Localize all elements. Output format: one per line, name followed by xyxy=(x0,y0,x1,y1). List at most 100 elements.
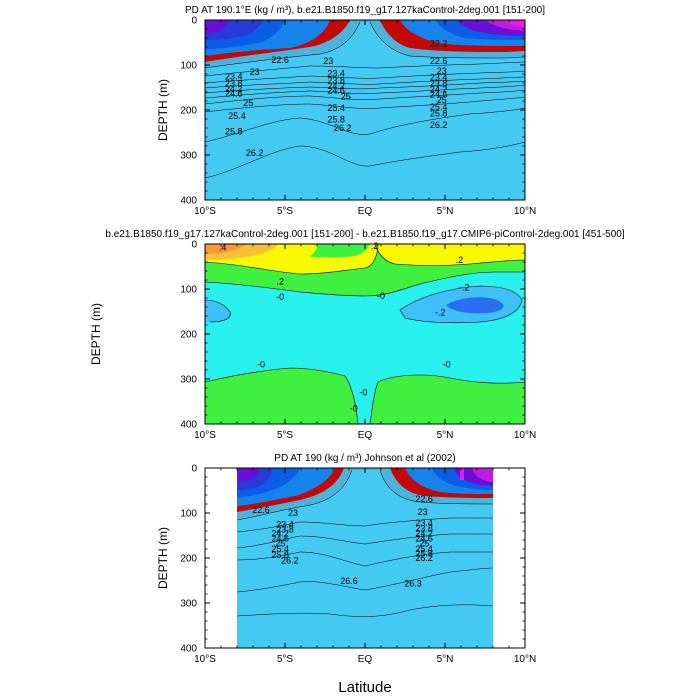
contour-27-0 xyxy=(237,604,493,617)
contour-23-8 xyxy=(237,517,493,533)
panel-2-contour-labels: .4.2-0.2.2-0-.2-.2-0-0-0-0 xyxy=(219,241,470,413)
x-tick-label: EQ xyxy=(358,654,373,665)
contour-label: 25.4 xyxy=(430,102,448,112)
y-tick-label: 0 xyxy=(191,240,197,251)
contour-25-0 xyxy=(237,533,493,549)
x-tick-label: 5°N xyxy=(437,430,454,441)
contour-label: 26.2 xyxy=(334,123,352,133)
y-tick-label: 200 xyxy=(180,106,197,117)
panel-1: PD AT 190.1°E (kg / m³), b.e21.B1850.f19… xyxy=(156,5,545,217)
x-tick-label: 10°N xyxy=(514,206,536,217)
contour-label: 25 xyxy=(419,539,429,549)
contour-label: 22.6 xyxy=(430,56,448,66)
contour-label: 22.6 xyxy=(271,55,289,65)
x-tick-label: 5°N xyxy=(437,654,454,665)
x-tick-label: 5°N xyxy=(437,206,454,217)
contour-26-6 xyxy=(237,567,493,593)
band-21-0-left xyxy=(237,468,259,482)
panel-1-title: PD AT 190.1°E (kg / m³), b.e21.B1850.f19… xyxy=(185,5,545,16)
contour-label: 24.6 xyxy=(415,534,433,544)
contour-label: 23 xyxy=(323,56,333,66)
panel-3-contour-labels: 22.6 2323.423.824.224.62525.425.826.226.6… xyxy=(252,494,433,589)
contour-26-2 xyxy=(237,551,493,567)
y-tick-label: 300 xyxy=(180,375,197,386)
contour-23-8 xyxy=(205,76,525,89)
contour-label: 24.2 xyxy=(225,84,243,94)
contour-label: 24.6 xyxy=(327,86,345,96)
contour-label: 26.2 xyxy=(246,148,264,158)
contour-label: -0 xyxy=(443,360,451,370)
panel-3-axes: 10°S 5°S EQ 5°N 10°N 0 100 200 300 400 xyxy=(180,464,536,666)
y-tick-label: 200 xyxy=(180,554,197,565)
panel-2-axes: 10°S 5°S EQ 5°N 10°N 0 100 200 300 400 xyxy=(180,240,536,442)
contour-label: -.2 xyxy=(435,307,446,317)
contour-label: 22.2 xyxy=(430,38,448,48)
band-20-6-left xyxy=(205,20,230,34)
contour-label: 25.4 xyxy=(228,111,246,121)
anom-pos4-tl xyxy=(205,244,246,254)
contour-label: 25.8 xyxy=(271,550,289,560)
band-22-6 xyxy=(237,468,493,648)
y-tick-label: 300 xyxy=(180,151,197,162)
y-tick-label: 100 xyxy=(180,285,197,296)
contour-23-0 xyxy=(205,61,525,77)
x-tick-label: 10°N xyxy=(514,430,536,441)
contour-label: 26.6 xyxy=(340,576,358,586)
contour-label: -0 xyxy=(377,291,385,301)
y-tick-label: 400 xyxy=(180,420,197,431)
contour-label: 24.6 xyxy=(271,534,289,544)
panel-3-contour-field xyxy=(237,468,493,648)
contour-label: 24.2 xyxy=(271,529,289,539)
x-tick-label: 10°S xyxy=(194,654,216,665)
x-tick-label: 10°N xyxy=(514,654,536,665)
contour-label: 23 xyxy=(250,67,260,77)
x-tick-label: 10°S xyxy=(194,430,216,441)
contour-label: 24.2 xyxy=(327,81,345,91)
panel-2-title: b.e21.B1850.f19_g17.127kaControl-2deg.00… xyxy=(105,229,624,240)
contour-label: 26.3 xyxy=(404,579,422,589)
contour-label: 25.8 xyxy=(225,127,243,137)
anom-neg3-right xyxy=(446,297,504,314)
panel-2: b.e21.B1850.f19_g17.127kaControl-2deg.00… xyxy=(89,229,625,441)
contour-label: 25.4 xyxy=(415,544,433,554)
panel-2-contour-field xyxy=(205,244,525,424)
anom-pos-deep-left xyxy=(205,368,358,424)
x-tick-label: EQ xyxy=(358,430,373,441)
contour-label: 23.8 xyxy=(276,525,294,535)
x-tick-label: 5°S xyxy=(277,654,294,665)
contour-label: 22.6 xyxy=(252,505,270,515)
contour-neg0-2-left xyxy=(205,299,231,323)
contour-label: 25.8 xyxy=(430,109,448,119)
y-tick-label: 300 xyxy=(180,599,197,610)
contour-label: 25.8 xyxy=(415,549,433,559)
panel-1-axes: 10°S 5°S EQ 5°N 10°N 0 100 200 300 400 xyxy=(180,16,536,218)
contour-25-4 xyxy=(205,96,525,113)
y-tick-label: 100 xyxy=(180,509,197,520)
contour-0-deep-right xyxy=(369,374,525,424)
band-20-2-spot xyxy=(460,468,464,480)
contour-label: 26.2 xyxy=(415,553,433,563)
contour-label: .2 xyxy=(276,276,284,286)
panel-1-ylabel: DEPTH (m) xyxy=(156,79,170,141)
contour-neg0-2-right xyxy=(399,285,523,324)
panel-2-ylabel: DEPTH (m) xyxy=(89,303,103,365)
contour-label: 26.2 xyxy=(281,556,299,566)
contour-23-4 xyxy=(205,70,525,84)
contour-label: 25 xyxy=(243,98,253,108)
x-tick-label: EQ xyxy=(358,206,373,217)
contour-label: .2 xyxy=(371,241,379,251)
contour-26-2 xyxy=(205,107,525,143)
contour-label: 25 xyxy=(275,539,285,549)
y-tick-label: 200 xyxy=(180,330,197,341)
contour-label: .4 xyxy=(219,243,227,253)
contour-label: -0 xyxy=(276,292,284,302)
panel-3-title: PD AT 190 (kg / m³) Johnson et al (2002) xyxy=(274,453,455,464)
contour-label: 25.4 xyxy=(327,103,345,113)
contour-22-6-left xyxy=(205,21,361,69)
contour-label: 24.6 xyxy=(430,90,448,100)
panel-1-contour-labels: 22.62323.423.824.224.62525.425.826.22323… xyxy=(225,38,447,157)
contour-label: 23.8 xyxy=(225,78,243,88)
contour-label: 26.2 xyxy=(430,120,448,130)
contour-label: 25.4 xyxy=(271,544,289,554)
